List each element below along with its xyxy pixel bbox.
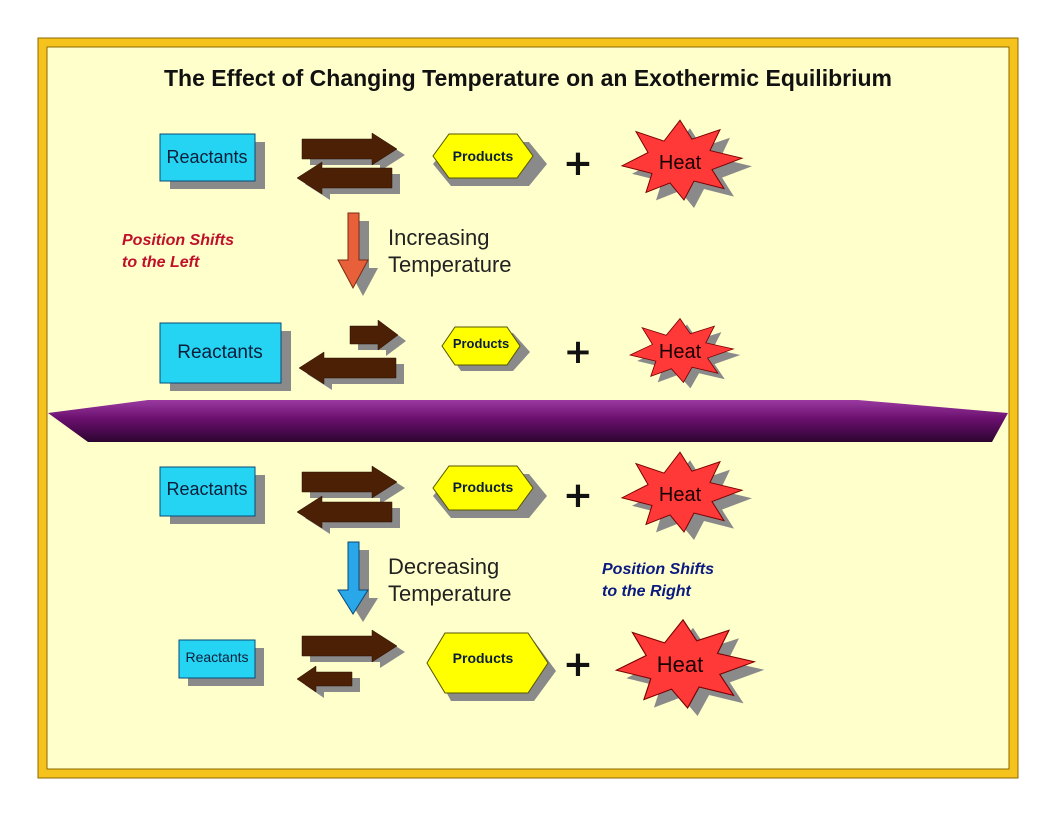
equation-row-initial-top: Reactants Products + Heat [159, 119, 752, 208]
products-label: Products [453, 479, 514, 495]
increasing-label-line2: Temperature [388, 252, 512, 277]
reactants-box [159, 322, 282, 384]
heat-label: Heat [659, 484, 702, 506]
products-box [432, 133, 534, 179]
equilibrium-arrows [296, 629, 405, 698]
plus-sign: + [563, 143, 593, 184]
shift-left-line2: to the Left [122, 254, 200, 271]
diagram-title: The Effect of Changing Temperature on an… [164, 65, 892, 91]
equilibrium-arrows [296, 132, 405, 200]
equation-row-after-decrease: Reactants Products + Heat [178, 619, 765, 716]
equation-row-after-increase: Reactants Products + Heat [159, 318, 741, 391]
plus-sign: + [564, 332, 593, 372]
reactants-box [178, 639, 256, 679]
divider-bar [48, 400, 1008, 442]
reactants-box [159, 466, 256, 517]
products-box [441, 326, 521, 366]
equilibrium-arrows [296, 465, 405, 534]
decreasing-label-line1: Decreasing [388, 554, 499, 579]
products-label: Products [453, 336, 509, 351]
products-label: Products [453, 148, 514, 164]
reactants-label: Reactants [166, 147, 247, 167]
decreasing-label-line2: Temperature [388, 581, 512, 606]
increasing-temperature-arrow [337, 212, 378, 296]
heat-label: Heat [657, 652, 703, 677]
plus-sign: + [563, 475, 593, 516]
shift-right-line2: to the Right [602, 583, 692, 600]
shift-left-line1: Position Shifts [122, 232, 234, 249]
reactants-box [159, 133, 256, 182]
equation-row-initial-bottom: Reactants Products + Heat [159, 451, 752, 540]
increasing-label-line1: Increasing [388, 225, 490, 250]
equilibrium-arrows [298, 319, 406, 390]
decreasing-temperature-arrow [337, 541, 378, 622]
products-label: Products [453, 650, 514, 666]
products-box [432, 465, 534, 511]
heat-label: Heat [659, 152, 702, 174]
reactants-label: Reactants [185, 649, 248, 665]
shift-right-line1: Position Shifts [602, 561, 714, 578]
plus-sign: + [563, 644, 593, 685]
reactants-label: Reactants [166, 479, 247, 499]
products-box [426, 632, 549, 694]
reactants-label: Reactants [177, 342, 263, 363]
heat-label: Heat [659, 341, 702, 363]
